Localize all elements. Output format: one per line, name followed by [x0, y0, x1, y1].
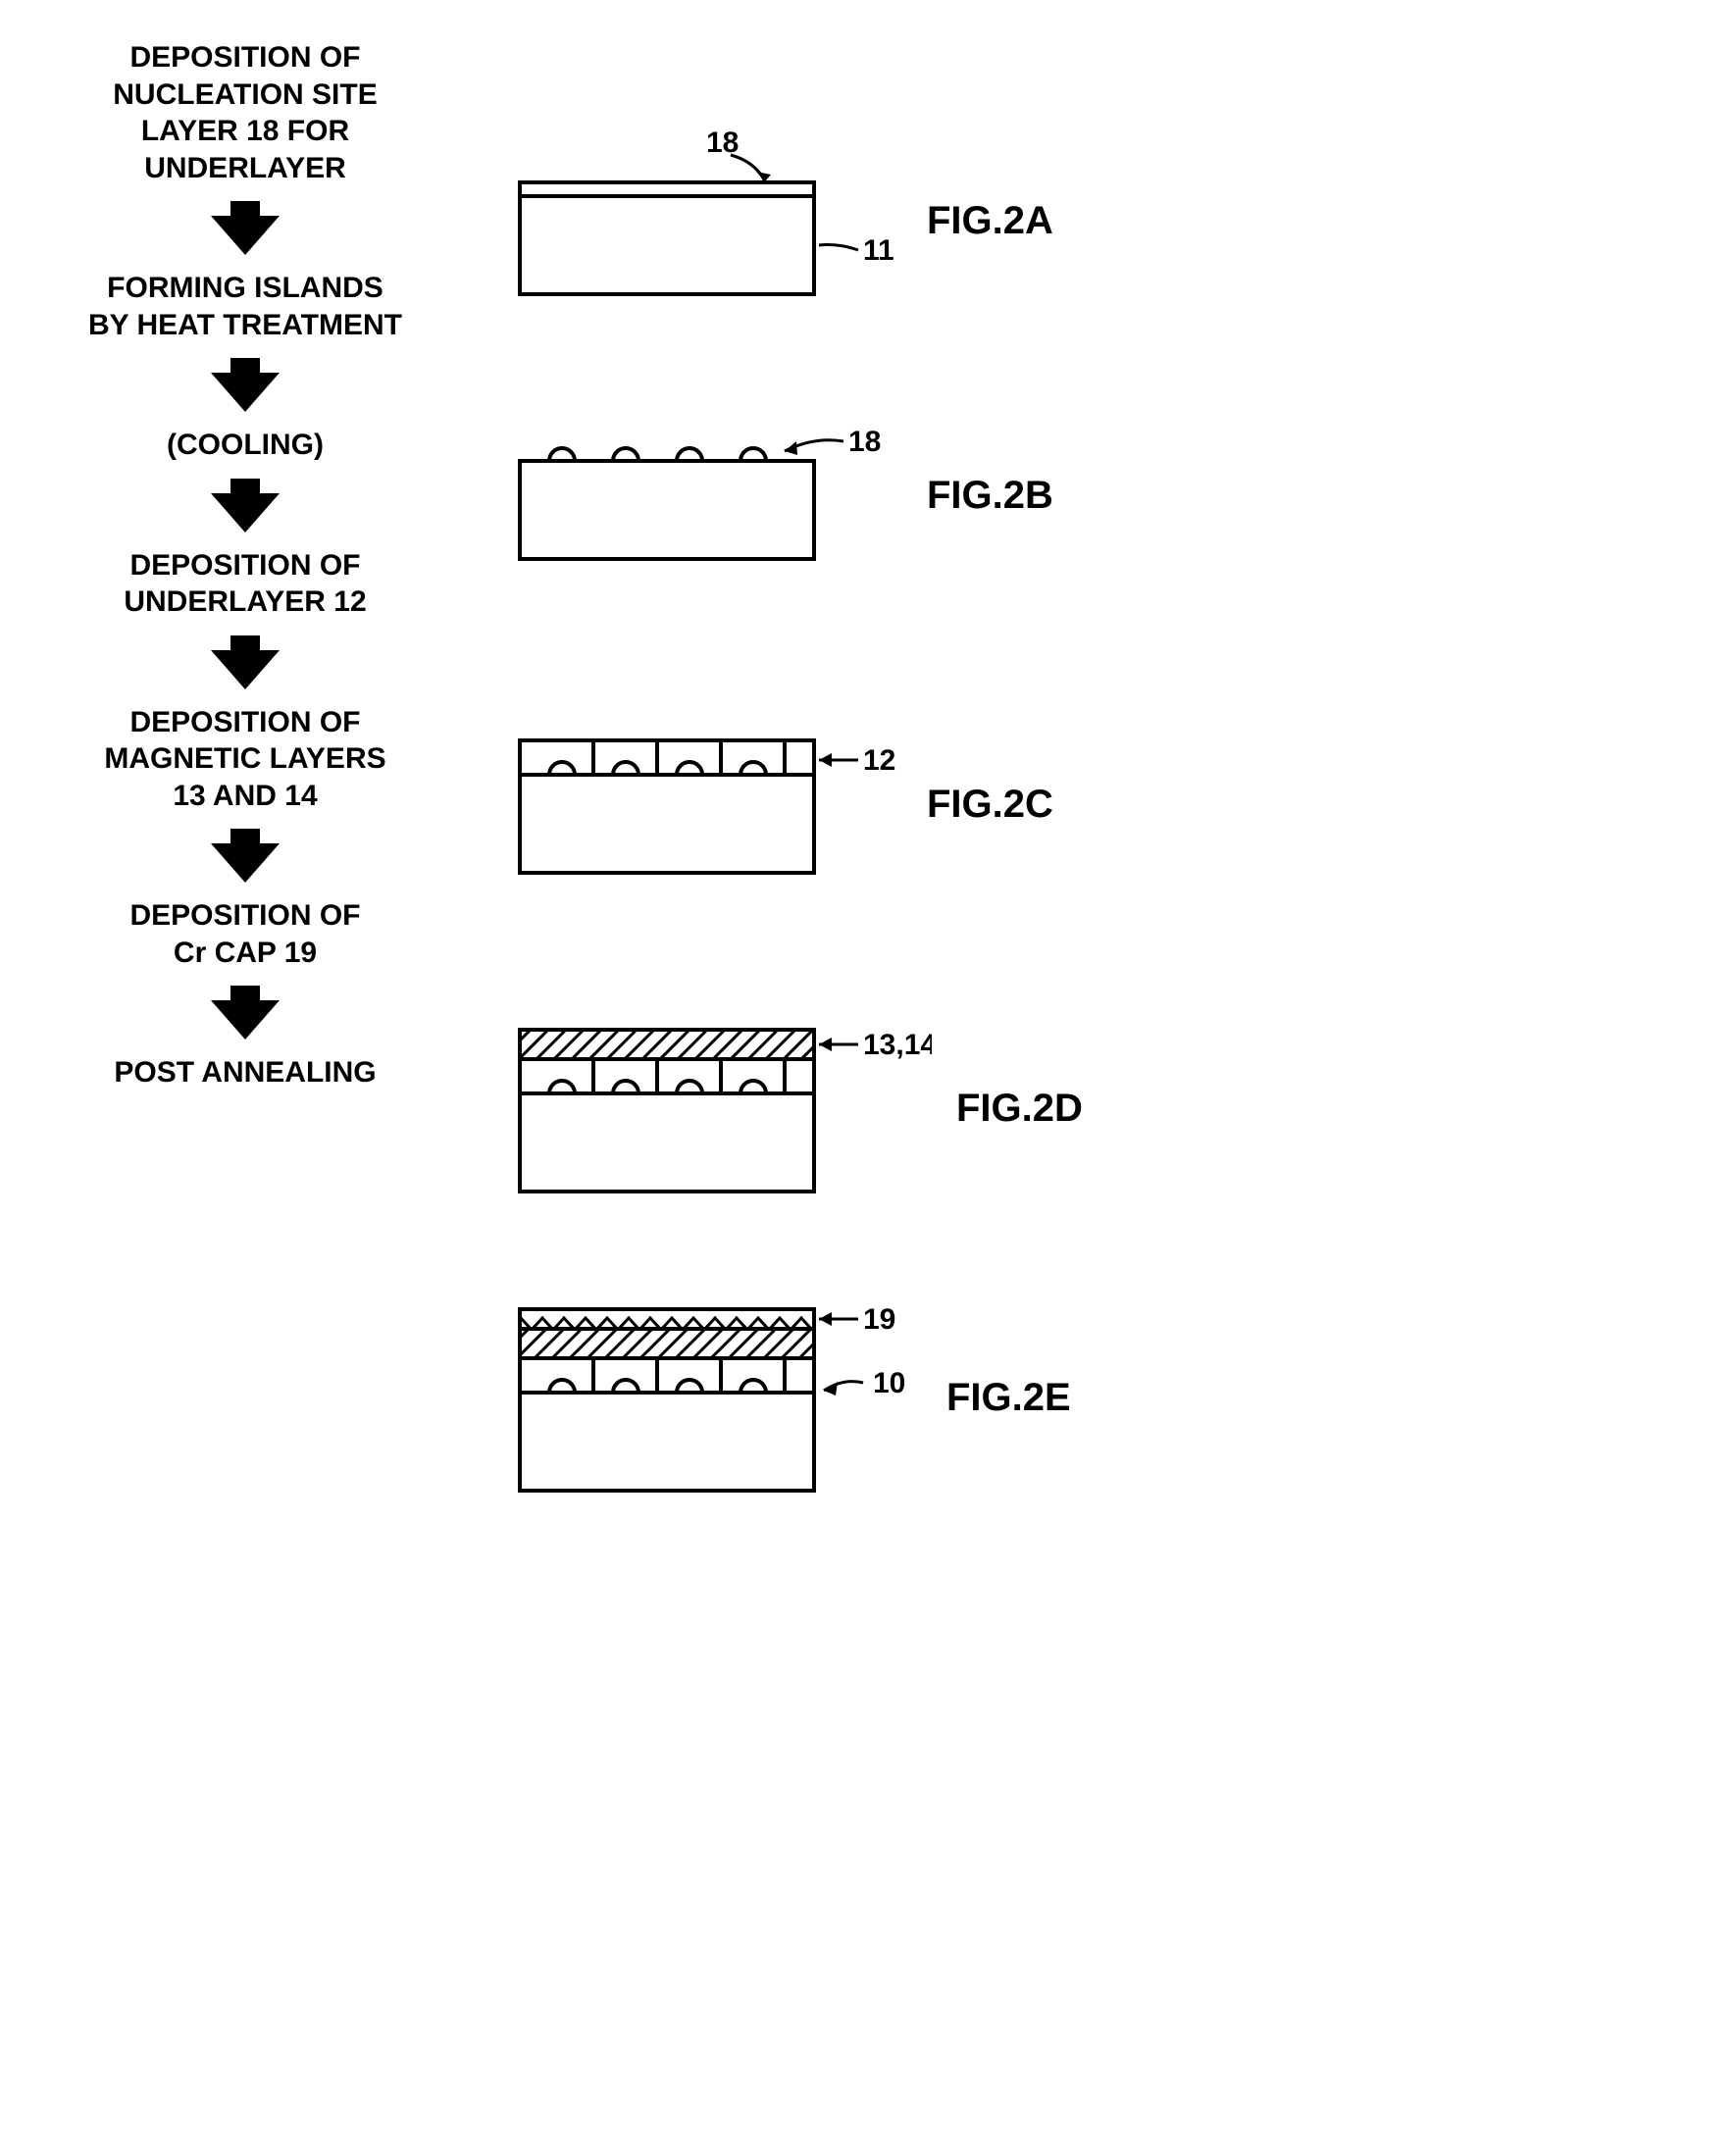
spacer	[510, 888, 1197, 1015]
step-3: (COOLING)	[167, 427, 324, 464]
callout-10: 10	[873, 1367, 905, 1399]
step-4: DEPOSITION OF UNDERLAYER 12	[124, 547, 366, 621]
fig-2d-row: 13,14 FIG.2D	[510, 1015, 1197, 1201]
spacer	[510, 1201, 1197, 1294]
fig-2b-svg: 18	[510, 412, 902, 579]
fig-2c-svg: 12	[510, 721, 902, 888]
step-2: FORMING ISLANDS BY HEAT TREATMENT	[88, 270, 402, 343]
arrow-icon	[211, 986, 280, 1040]
fig-2a-label: FIG.2A	[927, 199, 1053, 243]
callout-11: 11	[863, 234, 894, 267]
spacer	[510, 39, 1197, 127]
callout-13-14: 13,14	[863, 1029, 932, 1061]
spacer	[510, 314, 1197, 412]
arrow-icon	[211, 479, 280, 533]
step-6: DEPOSITION OF Cr CAP 19	[129, 897, 360, 971]
fig-2b-label: FIG.2B	[927, 474, 1053, 518]
fig-2a-svg: 18 11	[510, 127, 902, 314]
step-7: POST ANNEALING	[114, 1054, 376, 1091]
arrow-icon	[211, 358, 280, 412]
fig-2d-svg: 13,14	[510, 1015, 932, 1201]
arrow-icon	[211, 635, 280, 689]
arrow-icon	[211, 829, 280, 883]
fig-2b-row: 18 FIG.2B	[510, 412, 1197, 579]
fig-2e-label: FIG.2E	[946, 1376, 1071, 1420]
callout-18: 18	[706, 127, 739, 159]
step-5: DEPOSITION OF MAGNETIC LAYERS 13 AND 14	[104, 704, 385, 815]
fig-2d-label: FIG.2D	[956, 1087, 1083, 1131]
callout-12: 12	[863, 744, 895, 777]
fig-2c-label: FIG.2C	[927, 783, 1053, 827]
fig-2c-row: 12 FIG.2C	[510, 721, 1197, 888]
fig-2e-row: 19 10 FIG.2E	[510, 1294, 1197, 1500]
spacer	[510, 579, 1197, 721]
callout-19: 19	[863, 1303, 895, 1336]
callout-18: 18	[848, 426, 881, 458]
diagram-container: DEPOSITION OF NUCLEATION SITE LAYER 18 F…	[39, 39, 1697, 1500]
fig-2e-svg: 19 10	[510, 1294, 922, 1500]
arrow-icon	[211, 201, 280, 255]
figures-column: 18 11 FIG.2A	[510, 39, 1197, 1500]
step-1: DEPOSITION OF NUCLEATION SITE LAYER 18 F…	[113, 39, 377, 186]
flowchart-column: DEPOSITION OF NUCLEATION SITE LAYER 18 F…	[39, 39, 451, 1091]
fig-2a-row: 18 11 FIG.2A	[510, 127, 1197, 314]
